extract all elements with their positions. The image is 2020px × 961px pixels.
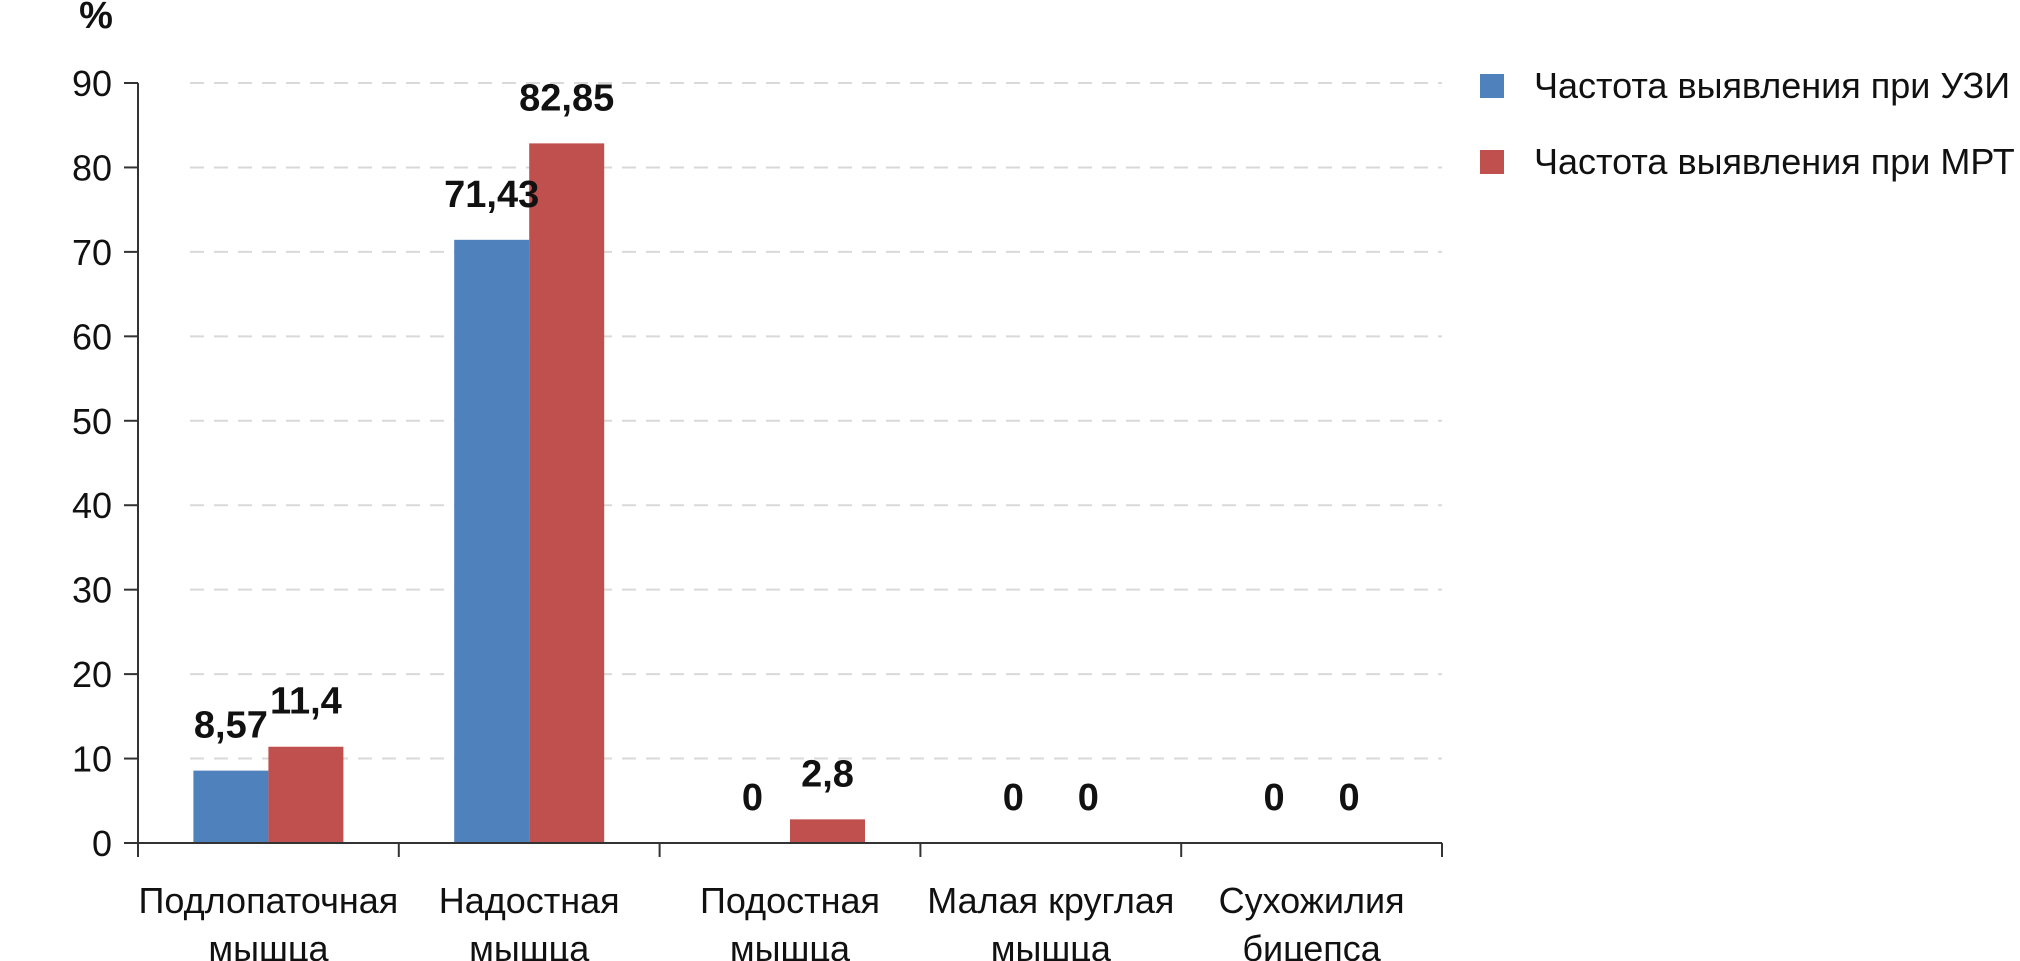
data-label: 0 <box>1339 777 1360 819</box>
category-label: Подлопаточная мышца <box>139 880 399 961</box>
gridlines <box>190 82 1442 760</box>
legend-label: Частота выявления при МРТ <box>1534 141 2015 182</box>
legend: Частота выявления при УЗИ Частота выявлен… <box>1480 65 2015 182</box>
category-label-line: мышца <box>991 928 1112 961</box>
data-label: 2,8 <box>801 753 854 795</box>
category-label-line: мышца <box>208 928 329 961</box>
category-label-line: Надостная <box>439 880 620 921</box>
axes <box>137 83 1442 844</box>
data-label: 82,85 <box>519 77 614 119</box>
bars <box>193 143 865 843</box>
legend-swatch <box>1480 150 1504 174</box>
category-label-line: Сухожилия <box>1219 880 1405 921</box>
data-label: 0 <box>742 777 763 819</box>
bar <box>529 143 605 843</box>
data-label: 0 <box>1078 777 1099 819</box>
y-tick-label: 80 <box>72 147 112 188</box>
category-label: Малая круглая мышца <box>927 880 1174 961</box>
category-label-line: Подлопаточная <box>139 880 399 921</box>
category-label: Подостная мышца <box>700 880 880 961</box>
y-axis-unit-label: % <box>79 0 113 37</box>
bar <box>454 239 530 843</box>
y-tick-label: 50 <box>72 401 112 442</box>
y-tick-label: 40 <box>72 485 112 526</box>
bar <box>193 770 269 843</box>
y-tick-label: 0 <box>92 823 112 864</box>
y-tick-label: 20 <box>72 654 112 695</box>
data-label: 11,4 <box>270 681 342 723</box>
y-axis-ticks: 0 10 20 30 40 50 60 70 80 90 <box>72 63 138 864</box>
category-label-line: мышца <box>730 928 851 961</box>
data-label: 0 <box>1264 777 1285 819</box>
category-label-line: бицепса <box>1242 928 1381 961</box>
data-label: 0 <box>1003 777 1024 819</box>
category-label: Надостная мышца <box>439 880 620 961</box>
legend-label: Частота выявления при УЗИ <box>1534 65 2010 106</box>
y-tick-label: 70 <box>72 232 112 273</box>
y-tick-label: 90 <box>72 63 112 104</box>
category-label: Сухожилия бицепса <box>1219 880 1405 961</box>
y-tick-label: 30 <box>72 570 112 611</box>
data-label: 8,57 <box>194 705 268 747</box>
category-label-line: Подостная <box>700 880 880 921</box>
data-labels: 8,57 71,43 0 0 0 11,4 82,85 2,8 0 0 <box>194 77 1360 819</box>
category-label-line: мышца <box>469 928 590 961</box>
data-label: 71,43 <box>444 174 539 216</box>
bar <box>790 819 865 843</box>
y-tick-label: 60 <box>72 316 112 357</box>
legend-swatch <box>1480 74 1504 98</box>
category-label-line: Малая круглая <box>927 880 1174 921</box>
y-tick-label: 10 <box>72 739 112 780</box>
bar <box>268 746 344 843</box>
